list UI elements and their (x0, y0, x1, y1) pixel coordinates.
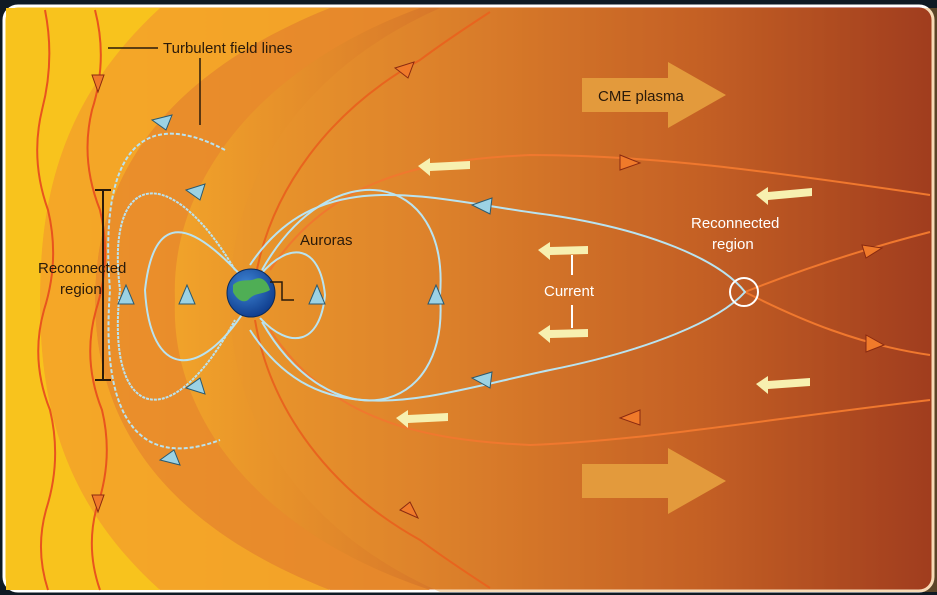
label-reconnected-right-line2: region (712, 236, 754, 253)
field-arrow-blue-7 (150, 114, 173, 131)
field-arrow-orange-7 (861, 244, 884, 259)
cme-arrow-upper (582, 62, 726, 128)
field-arrow-blue-1 (117, 283, 135, 305)
auroras-leader (270, 281, 294, 301)
cme-arrow-lower (582, 448, 726, 514)
field-arrow-orange-5 (619, 154, 642, 171)
field-arrow-blue-4 (427, 283, 445, 305)
dayside-loop-inner (143, 231, 246, 362)
field-arrow-blue-9 (470, 197, 493, 215)
draped-line-upper (254, 11, 491, 281)
solar-field-line-1 (36, 9, 57, 591)
nightside-loop-small (259, 251, 327, 340)
field-arrow-orange-1 (91, 74, 105, 94)
current-arrow-3 (538, 325, 588, 343)
field-arrow-blue-10 (470, 371, 493, 389)
diagram-background (2, 4, 935, 593)
label-auroras: Auroras (300, 232, 353, 249)
tail-line-2 (744, 291, 931, 356)
field-arrow-blue-2 (178, 283, 196, 305)
field-arrow-blue-5 (184, 183, 206, 201)
tail-line-1 (744, 231, 931, 293)
magnetosheath-band (95, 8, 430, 590)
field-arrow-orange-2 (91, 494, 105, 514)
draped-line-lower (254, 319, 491, 589)
field-arrow-blue-8 (158, 449, 181, 466)
label-current: Current (544, 283, 595, 300)
current-arrow-1 (418, 158, 470, 176)
turbulent-loop-outer (107, 132, 226, 450)
label-reconnected-left-line2: region (60, 281, 102, 298)
magnetosphere-cavity (230, 8, 937, 592)
earth-land (233, 278, 270, 302)
field-arrow-blue-3 (308, 283, 326, 305)
current-arrow-4 (396, 410, 448, 428)
field-arrow-blue-6 (184, 377, 206, 395)
label-reconnected-right-line1: Reconnected (691, 215, 779, 232)
bow-shock-outer (40, 8, 330, 590)
tail-field-line (249, 194, 747, 402)
current-arrow-6 (756, 376, 810, 394)
open-line-lower (269, 329, 931, 447)
field-arrow-orange-8 (865, 334, 886, 353)
label-turbulent-field-lines: Turbulent field lines (163, 40, 293, 57)
field-arrow-orange-6 (618, 409, 641, 426)
current-arrow-2 (538, 242, 588, 260)
reconnected-region-marker (729, 277, 759, 307)
solar-field-line-2 (86, 9, 108, 591)
current-arrow-5 (756, 187, 812, 205)
dayside-loop-middle (116, 192, 236, 401)
label-reconnected-left-line1: Reconnected (38, 260, 126, 277)
field-arrow-orange-4 (399, 501, 420, 520)
label-cme-plasma: CME plasma (598, 88, 685, 105)
solar-wind-region (6, 8, 160, 590)
field-arrow-orange-3 (393, 61, 415, 79)
